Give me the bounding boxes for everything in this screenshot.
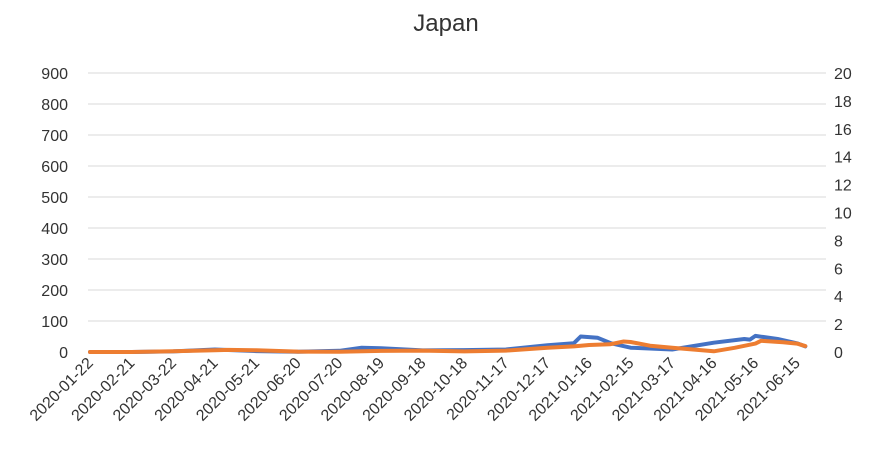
right-tick-label: 18 [834, 94, 852, 111]
chart-title: Japan [413, 10, 478, 37]
right-tick-label: 2 [834, 317, 843, 334]
series-layer [88, 333, 808, 354]
left-tick-label: 800 [41, 97, 68, 114]
right-tick-label: 8 [834, 233, 843, 250]
left-tick-label: 300 [41, 252, 68, 269]
right-tick-label: 0 [834, 345, 843, 362]
gridlines [88, 72, 826, 322]
left-tick-label: 900 [41, 66, 68, 83]
left-tick-label: 200 [41, 283, 68, 300]
right-tick-label: 16 [834, 122, 852, 139]
right-tick-label: 14 [834, 150, 852, 167]
left-tick-label: 400 [41, 221, 68, 238]
right-tick-label: 6 [834, 261, 843, 278]
series-line-2 [88, 338, 808, 354]
left-tick-label: 0 [59, 345, 68, 362]
left-tick-label: 700 [41, 128, 68, 145]
left-tick-label: 500 [41, 190, 68, 207]
right-axis-ticks: 0 2 4 6 8 10 12 14 16 18 20 [834, 66, 852, 362]
right-tick-label: 20 [834, 66, 852, 83]
left-tick-label: 600 [41, 159, 68, 176]
left-axis-ticks: 0 100 200 300 400 500 600 700 800 900 [41, 66, 68, 362]
right-tick-label: 12 [834, 178, 852, 195]
left-tick-label: 100 [41, 314, 68, 331]
right-tick-label: 10 [834, 206, 852, 223]
x-axis-ticks: 2020-01-222020-02-212020-03-222020-04-21… [27, 355, 804, 425]
right-tick-label: 4 [834, 289, 843, 306]
